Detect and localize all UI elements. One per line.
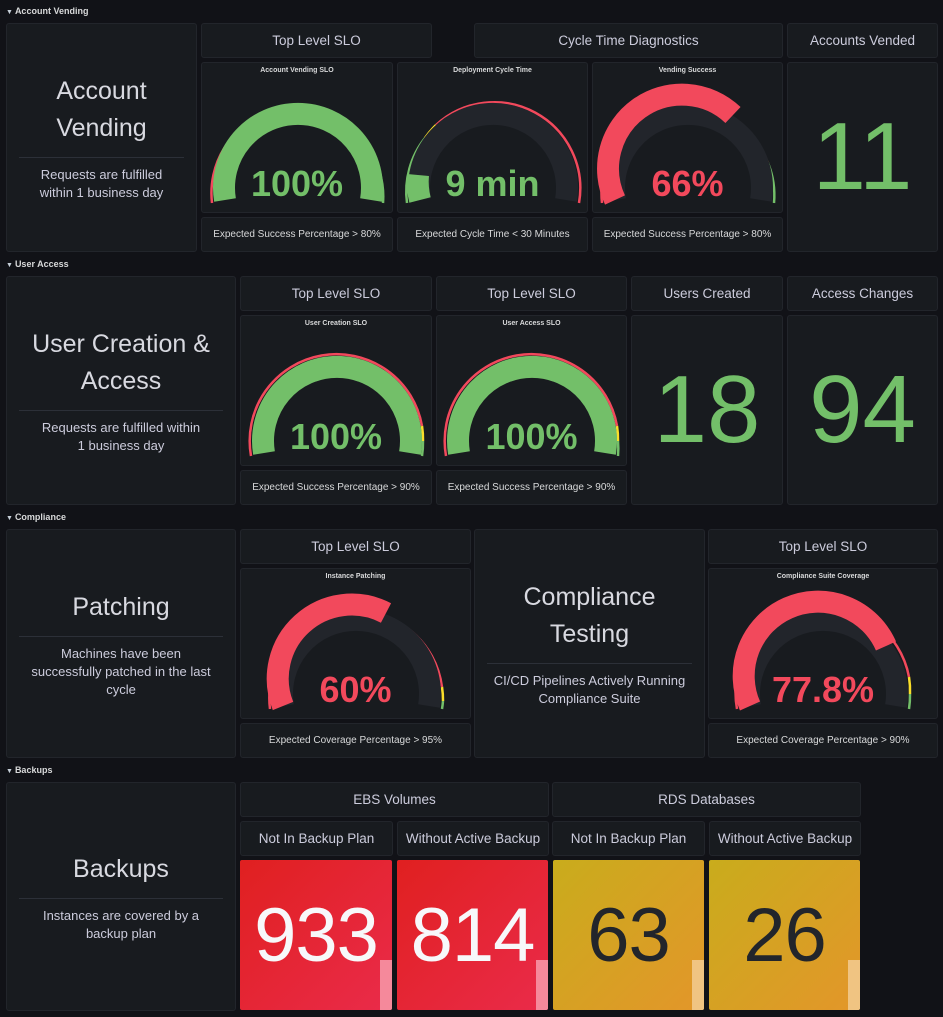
header-access-changes: Access Changes	[787, 276, 938, 311]
stat-ebs-not-in-backup-plan[interactable]: 933	[240, 860, 392, 1010]
panel-heading: Compliance Testing	[523, 583, 656, 648]
panel-description: Requests are fulfilled within 1 business…	[39, 167, 164, 200]
gauge-arc-icon	[443, 352, 620, 457]
gauge-value: 100%	[485, 416, 578, 457]
chevron-down-icon: ▼	[6, 515, 13, 522]
divider	[19, 410, 223, 411]
gauge-arc-icon	[405, 101, 582, 204]
gauge-instance-patching[interactable]: Instance Patching 60%	[240, 568, 471, 719]
footer-account-vending-slo: Expected Success Percentage > 80%	[201, 217, 393, 252]
chevron-down-icon: ▼	[6, 768, 13, 775]
sparkline	[536, 960, 548, 1010]
divider	[487, 663, 692, 664]
stat-rds-without-active-backup[interactable]: 26	[709, 860, 860, 1010]
stat-ebs-without-active-backup[interactable]: 814	[397, 860, 548, 1010]
footer-vending-success: Expected Success Percentage > 80%	[592, 217, 783, 252]
panel-description: Requests are fulfilled within 1 business…	[41, 420, 201, 453]
stat-accounts-vended[interactable]: 11	[787, 62, 938, 252]
text-panel-compliance-testing: Compliance Testing CI/CD Pipelines Activ…	[474, 529, 705, 758]
gauge-value: 9 min	[445, 163, 540, 204]
gauge-arc-icon	[597, 83, 776, 205]
gauge-value: 66%	[651, 163, 724, 204]
header-ebs-volumes: EBS Volumes	[240, 782, 549, 817]
header-rds-not-in-backup-plan: Not In Backup Plan	[552, 821, 705, 856]
divider	[19, 635, 223, 637]
text-panel-user-creation: User Creation & Access Requests are fulf…	[6, 276, 236, 505]
footer-user-access-slo: Expected Success Percentage > 90%	[436, 470, 627, 505]
chevron-down-icon: ▼	[6, 262, 13, 269]
stat-rds-not-in-backup-plan[interactable]: 63	[553, 860, 704, 1010]
text-panel-backups: Backups Instances are covered by a backu…	[6, 782, 236, 1011]
gauge-deployment-cycle-time[interactable]: Deployment Cycle Time 9 min	[397, 62, 588, 213]
header-rds-databases: RDS Databases	[552, 782, 861, 817]
gauge-value: 77.8%	[771, 669, 875, 710]
header-top-level-slo-2: Top Level SLO	[708, 529, 938, 564]
panel-heading: User Creation & Access	[32, 330, 210, 395]
gauge-value: 60%	[319, 669, 392, 710]
text-panel-patching: Patching Machines have been successfully…	[6, 529, 236, 758]
header-top-level-slo: Top Level SLO	[240, 529, 471, 564]
header-top-level-slo-2: Top Level SLO	[436, 276, 627, 311]
divider	[19, 157, 184, 158]
gauge-value: 100%	[289, 416, 383, 457]
gauge-vending-success[interactable]: Vending Success 66%	[592, 62, 783, 213]
gauge-value: 100%	[250, 163, 344, 204]
gauge-compliance-suite-coverage[interactable]: Compliance Suite Coverage 77.8%	[708, 568, 938, 719]
row-account-vending[interactable]: ▼ Account Vending	[6, 6, 89, 16]
gauge-arc-icon	[210, 102, 385, 204]
header-ebs-without-active-backup: Without Active Backup	[397, 821, 549, 856]
stat-access-changes[interactable]: 94	[787, 315, 938, 505]
gauge-user-access-slo[interactable]: User Access SLO 100%	[436, 315, 627, 466]
panel-heading: Account Vending	[56, 77, 147, 142]
header-accounts-vended: Accounts Vended	[787, 23, 938, 58]
sparkline	[692, 960, 704, 1010]
gauge-arc-icon	[266, 593, 445, 711]
footer-compliance-suite-coverage: Expected Coverage Percentage > 90%	[708, 723, 938, 758]
text-panel-account-vending: Account Vending Requests are fulfilled w…	[6, 23, 197, 252]
gauge-account-vending-slo[interactable]: Account Vending SLO 100%	[201, 62, 393, 213]
header-rds-without-active-backup: Without Active Backup	[709, 821, 861, 856]
gauge-user-creation-slo[interactable]: User Creation SLO 100%	[240, 315, 432, 466]
panel-heading: Backups	[73, 854, 169, 883]
row-user-access[interactable]: ▼ User Access	[6, 259, 69, 269]
panel-description: Machines have been successfully patched …	[31, 645, 211, 697]
header-top-level-slo: Top Level SLO	[240, 276, 432, 311]
panel-description: Instances are covered by a backup plan	[42, 907, 200, 941]
divider	[19, 897, 223, 899]
gauge-arc-icon	[732, 590, 912, 711]
footer-deployment-cycle-time: Expected Cycle Time < 30 Minutes	[397, 217, 588, 252]
panel-description: CI/CD Pipelines Actively Running Complia…	[493, 673, 686, 706]
header-users-created: Users Created	[631, 276, 783, 311]
sparkline	[848, 960, 860, 1010]
stat-users-created[interactable]: 18	[631, 315, 783, 505]
sparkline	[380, 960, 392, 1010]
header-top-level-slo: Top Level SLO	[201, 23, 432, 58]
footer-instance-patching: Expected Coverage Percentage > 95%	[240, 723, 471, 758]
panel-heading: Patching	[72, 592, 170, 621]
header-ebs-not-in-backup-plan: Not In Backup Plan	[240, 821, 393, 856]
header-cycle-time-diagnostics: Cycle Time Diagnostics	[474, 23, 783, 58]
chevron-down-icon: ▼	[6, 9, 13, 16]
footer-user-creation-slo: Expected Success Percentage > 90%	[240, 470, 432, 505]
gauge-arc-icon	[248, 352, 425, 457]
row-backups[interactable]: ▼ Backups	[6, 765, 53, 775]
row-compliance[interactable]: ▼ Compliance	[6, 512, 66, 522]
